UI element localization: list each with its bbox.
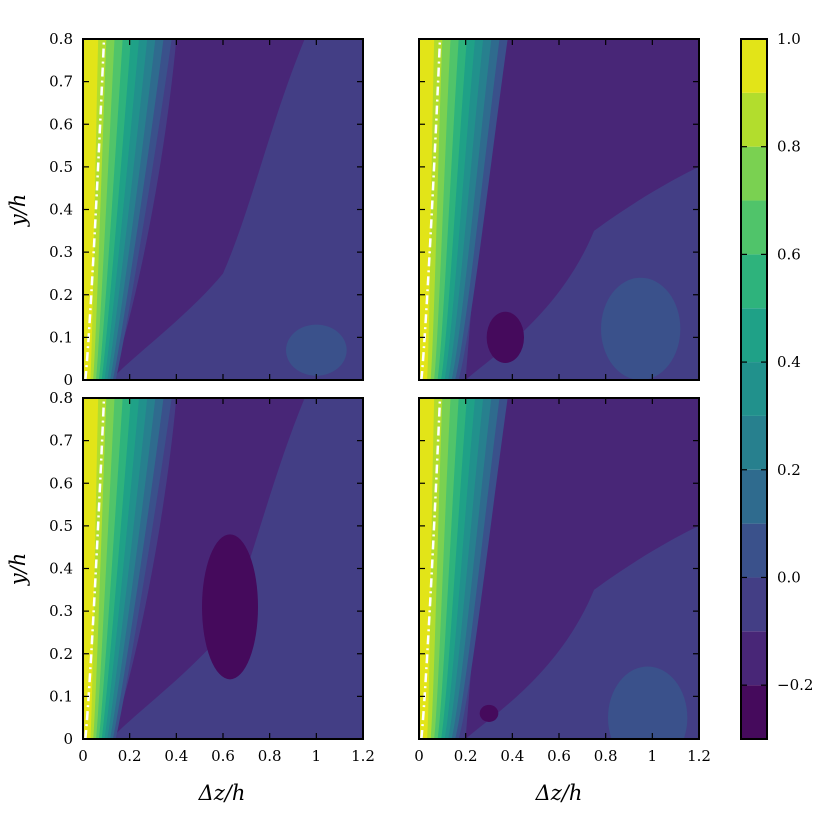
contour-feature: [608, 666, 688, 739]
x-axis-label-left: Δz/h: [198, 781, 246, 805]
y-tick-label: 0.1: [49, 328, 73, 346]
x-tick-label: 0.8: [258, 747, 282, 765]
contour-feature: [601, 277, 681, 380]
contour-feature: [286, 324, 347, 376]
x-axis-label-right: Δz/h: [535, 781, 583, 805]
y-tick-label: 0.7: [49, 432, 73, 450]
y-tick-label: 0.3: [49, 243, 73, 261]
colorbar-tick-label: 0.8: [777, 138, 801, 156]
y-tick-label: 0.1: [49, 687, 73, 705]
y-tick-label: 0.3: [49, 602, 73, 620]
contour-minimum: [202, 534, 258, 680]
y-axis-label-top: y/h: [6, 194, 30, 227]
panel-top-right: [418, 38, 700, 381]
colorbar-tick-label: 0.0: [777, 568, 801, 586]
contour-minimum: [486, 311, 524, 363]
colorbar-segment: [741, 685, 767, 739]
x-tick-label: 0.6: [547, 747, 571, 765]
y-tick-label: 0.7: [49, 73, 73, 91]
colorbar-segment: [741, 469, 767, 524]
x-tick-label: 0.8: [594, 747, 618, 765]
y-tick-label: 0.4: [49, 201, 73, 219]
y-axis-label-bottom: y/h: [6, 553, 30, 586]
x-tick-label: 0.2: [118, 747, 142, 765]
colorbar-segment: [741, 39, 767, 93]
contour-region-negative: [465, 398, 699, 739]
colorbar: −0.2 0.0 0.2 0.4 0.6 0.8 1.0: [740, 30, 813, 740]
y-tick-label: 0.4: [49, 560, 73, 578]
y-tick-label: 0.8: [49, 30, 73, 48]
y-tick-label: 0.6: [49, 474, 73, 492]
x-tick-label: 0: [414, 747, 424, 765]
x-tick-label: 0.4: [500, 747, 524, 765]
y-tick-label: 0: [63, 730, 73, 748]
y-tick-label: 0.2: [49, 286, 73, 304]
colorbar-segment: [741, 146, 767, 201]
y-tick-label: 0: [63, 371, 73, 389]
x-tick-label: 0.4: [164, 747, 188, 765]
contour-region-negative: [465, 39, 699, 380]
y-tick-label: 0.5: [49, 517, 73, 535]
colorbar-segment: [741, 415, 767, 470]
y-tick-label: 0.2: [49, 645, 73, 663]
y-tick-label: 0.5: [49, 158, 73, 176]
colorbar-segment: [741, 362, 767, 416]
panel-bottom-right: 0 0.2 0.4 0.6 0.8 1 1.2: [414, 397, 711, 765]
x-tick-label: 0.6: [211, 747, 235, 765]
x-tick-label: 0.2: [454, 747, 478, 765]
x-tick-label: 1.2: [687, 747, 711, 765]
colorbar-tick-label: 0.4: [777, 353, 801, 371]
reference-line: [420, 398, 442, 739]
x-tick-label: 1: [312, 747, 322, 765]
reference-line: [84, 39, 106, 380]
panel-top-left: 0 0.1 0.2 0.3 0.4 0.5 0.6 0.7 0.8: [49, 30, 364, 389]
colorbar-segment: [741, 254, 767, 309]
colorbar-segment: [741, 523, 767, 578]
panel-bottom-left: 0 0.2 0.4 0.6 0.8 1 1.2 0 0.1 0.2 0.3 0.4 0.5 0.6 0.7 0…: [49, 389, 375, 765]
colorbar-frame: [740, 38, 768, 740]
colorbar-tick-label: 1.0: [777, 30, 801, 48]
y-tick-label: 0.8: [49, 389, 73, 407]
x-tick-label: 1: [648, 747, 658, 765]
colorbar-segment: [741, 631, 767, 686]
y-tick-label: 0.6: [49, 115, 73, 133]
colorbar-segment: [741, 92, 767, 147]
colorbar-segment: [741, 200, 767, 255]
contour-minimum: [479, 704, 499, 722]
colorbar-tick-label: 0.2: [777, 461, 801, 479]
colorbar-tick-label: 0.6: [777, 245, 801, 263]
x-tick-label: 1.2: [351, 747, 375, 765]
contour-region-negative: [111, 39, 305, 380]
colorbar-segment: [741, 577, 767, 632]
colorbar-tick-label: −0.2: [777, 676, 813, 694]
reference-line: [420, 39, 442, 380]
x-tick-label: 0: [78, 747, 88, 765]
colorbar-segment: [741, 308, 767, 363]
reference-line: [84, 398, 106, 739]
